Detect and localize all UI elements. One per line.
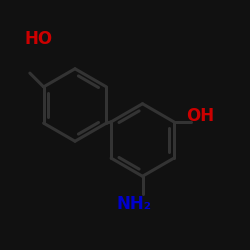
Text: HO: HO — [25, 30, 53, 48]
Text: OH: OH — [186, 107, 214, 125]
Text: NH₂: NH₂ — [116, 195, 151, 213]
